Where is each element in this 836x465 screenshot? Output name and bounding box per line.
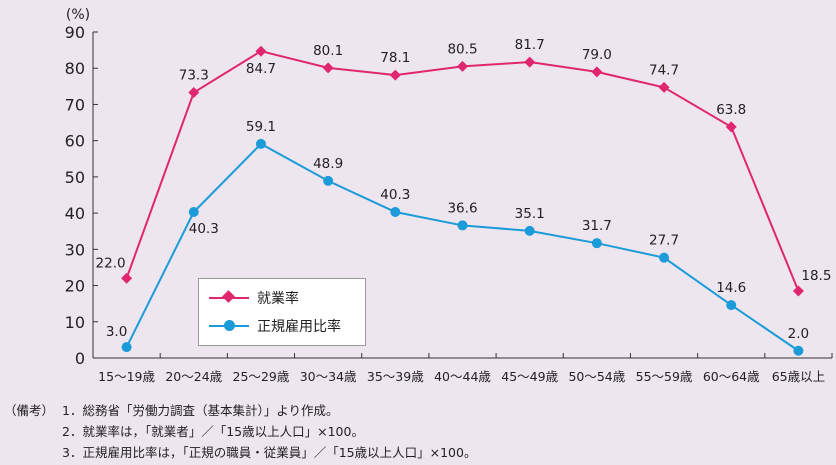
- data-label: 27.7: [649, 233, 679, 249]
- legend: 就業率 正規雇用比率: [198, 278, 366, 346]
- data-label: 80.5: [447, 41, 477, 57]
- y-tick-label: 70: [65, 95, 85, 114]
- data-point-diamond: [322, 62, 334, 74]
- x-tick-label: 15～19歳: [98, 369, 155, 384]
- y-tick-label: 30: [65, 240, 85, 259]
- x-tick-label: 60～64歳: [703, 369, 760, 384]
- line-chart: 0 10 20 30 40 50 60 70 80 90(%) 15～19歳 20～24歳 25～29歳…: [65, 7, 833, 384]
- note-item-1: 1．総務省「労働力調査（基本集計）」より作成。: [62, 403, 339, 418]
- data-label: 18.5: [801, 268, 831, 284]
- x-tick-label: 50～54歳: [568, 369, 625, 384]
- data-point-diamond: [524, 56, 536, 68]
- data-label: 48.9: [313, 156, 343, 172]
- data-point-diamond: [121, 272, 133, 284]
- x-tick-label: 30～34歳: [300, 369, 357, 384]
- notes-prefix: （備考）: [4, 403, 55, 418]
- data-point-circle: [323, 175, 334, 186]
- data-label: 14.6: [716, 280, 746, 296]
- data-point-circle: [255, 138, 266, 149]
- data-point-circle: [659, 252, 670, 263]
- note-row-3: 3．正規雇用比率は，「正規の職員・従業員」／「15歳以上人口」×100。: [4, 442, 476, 463]
- data-label: 59.1: [246, 119, 276, 135]
- data-label: 84.7: [246, 61, 276, 77]
- data-point-diamond: [457, 60, 468, 72]
- data-point-diamond: [591, 66, 603, 78]
- legend-label-regular-employment-ratio: 正規雇用比率: [257, 319, 341, 335]
- x-tick-label: 55～59歳: [636, 369, 693, 384]
- data-point-diamond: [658, 81, 670, 93]
- data-label: 36.6: [447, 200, 477, 216]
- data-label: 74.7: [649, 62, 679, 78]
- y-tick-label: 80: [65, 59, 85, 78]
- note-item-2: 2．就業率は，「就業者」／「15歳以上人口」×100。: [62, 424, 364, 439]
- y-tick-label: 60: [65, 132, 85, 151]
- data-point-circle: [524, 225, 535, 236]
- data-label: 2.0: [788, 326, 809, 342]
- x-tick-label: 20～24歳: [165, 369, 222, 384]
- diamond-marker-icon: [222, 290, 235, 303]
- data-label: 3.0: [106, 324, 127, 340]
- x-tick-label: 35～39歳: [367, 369, 424, 384]
- data-label: 40.3: [189, 221, 219, 237]
- legend-item-employment-rate: 就業率: [199, 285, 365, 311]
- series-line-0: [125, 50, 800, 292]
- legend-label-employment-rate: 就業率: [257, 291, 299, 307]
- y-tick-label: 50: [65, 168, 85, 187]
- note-row-2: 2．就業率は，「就業者」／「15歳以上人口」×100。: [4, 421, 476, 442]
- data-point-circle: [121, 342, 132, 353]
- data-point-diamond: [389, 69, 401, 81]
- data-label: 80.1: [313, 43, 343, 59]
- data-point-circle: [457, 220, 468, 231]
- data-point-diamond: [255, 45, 267, 57]
- data-point-diamond: [725, 121, 737, 133]
- x-tick-label: 40～44歳: [434, 369, 491, 384]
- data-label: 78.1: [380, 50, 410, 66]
- data-label: 22.0: [96, 255, 126, 271]
- y-unit-label: (%): [66, 7, 90, 23]
- x-tick-label: 65歳以上: [772, 369, 825, 384]
- data-label: 35.1: [515, 206, 545, 222]
- x-tick-label: 25～29歳: [233, 369, 290, 384]
- y-tick-label: 90: [65, 23, 85, 42]
- legend-item-regular-employment-ratio: 正規雇用比率: [199, 313, 365, 339]
- data-label: 40.3: [380, 187, 410, 203]
- data-point-diamond: [188, 86, 200, 98]
- data-label: 79.0: [582, 47, 612, 63]
- y-tick-label: 40: [65, 204, 85, 223]
- circle-marker-icon: [224, 320, 235, 331]
- note-row-1: （備考） 1．総務省「労働力調査（基本集計）」より作成。: [4, 400, 476, 421]
- data-label: 81.7: [515, 37, 545, 53]
- x-tick-label: 45～49歳: [501, 369, 558, 384]
- data-point-circle: [793, 345, 804, 356]
- data-label: 63.8: [716, 102, 746, 118]
- data-label: 31.7: [582, 218, 612, 234]
- data-point-diamond: [792, 285, 804, 297]
- y-tick-label: 0: [75, 349, 85, 368]
- data-point-circle: [726, 300, 737, 311]
- notes-section: （備考） 1．総務省「労働力調査（基本集計）」より作成。 2．就業率は，「就業者」…: [4, 400, 476, 463]
- y-tick-label: 20: [65, 277, 85, 296]
- data-point-circle: [390, 207, 401, 218]
- data-point-circle: [188, 207, 199, 218]
- y-tick-label: 10: [65, 313, 85, 332]
- data-label: 73.3: [179, 67, 209, 83]
- data-point-circle: [591, 238, 602, 249]
- note-item-3: 3．正規雇用比率は，「正規の職員・従業員」／「15歳以上人口」×100。: [62, 445, 477, 460]
